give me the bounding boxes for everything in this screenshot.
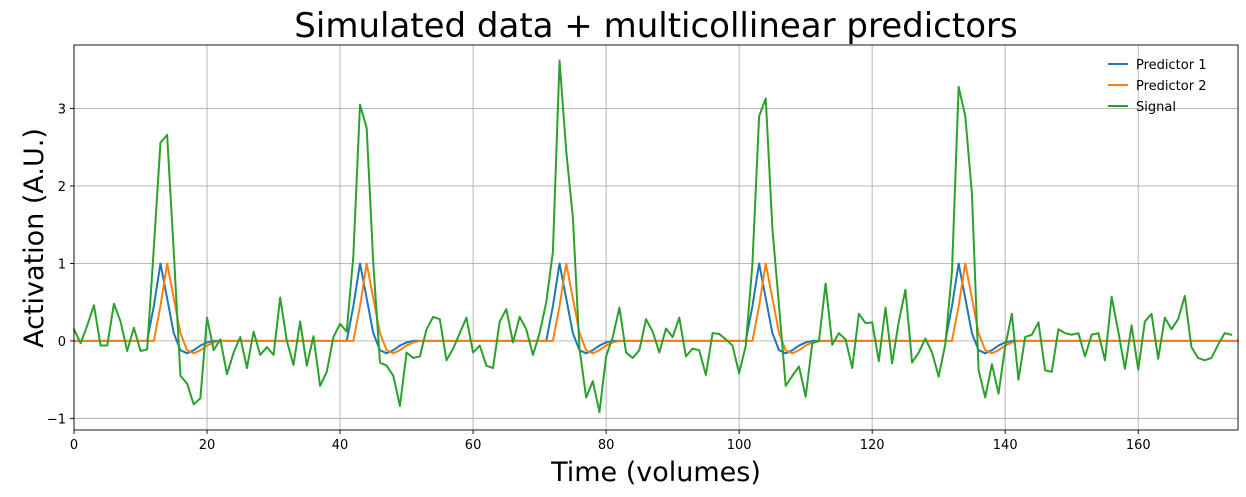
grid	[73, 45, 1238, 430]
series-line-signal	[73, 59, 1233, 414]
series-line-predictor-2	[73, 262, 1239, 355]
ticks: 0 20 40 60 80 100 120 140 160 −1 0 1 2 3	[47, 103, 1151, 453]
y-tick-label: 1	[58, 257, 66, 272]
y-tick-label: 2	[58, 180, 66, 195]
x-tick-label: 60	[465, 438, 482, 453]
legend-label: Predictor 2	[1136, 79, 1206, 94]
legend-label: Predictor 1	[1136, 58, 1206, 73]
x-tick-label: 100	[727, 438, 752, 453]
x-tick-label: 140	[993, 438, 1018, 453]
x-tick-label: 40	[332, 438, 349, 453]
y-tick-label: 3	[58, 103, 66, 118]
y-axis-label: Activation (A.U.)	[19, 128, 50, 348]
chart-title: Simulated data + multicollinear predicto…	[294, 6, 1017, 46]
y-tick-label: −1	[47, 412, 66, 427]
legend: Predictor 1 Predictor 2 Signal	[1108, 58, 1206, 115]
x-tick-label: 20	[199, 438, 216, 453]
x-tick-label: 120	[860, 438, 885, 453]
x-tick-label: 80	[598, 438, 615, 453]
plot-frame	[73, 44, 1239, 431]
x-tick-label: 160	[1126, 438, 1151, 453]
x-tick-label: 0	[70, 438, 78, 453]
y-tick-label: 0	[58, 335, 66, 350]
series-layer	[73, 59, 1239, 414]
legend-label: Signal	[1136, 100, 1176, 115]
x-axis-label: Time (volumes)	[550, 457, 761, 488]
